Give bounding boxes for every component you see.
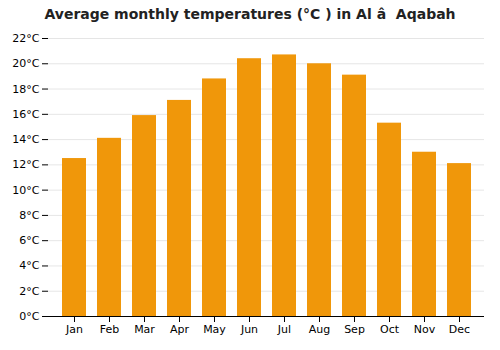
svg-text:May: May <box>203 323 226 336</box>
svg-text:4°C: 4°C <box>19 259 39 272</box>
svg-text:Feb: Feb <box>100 323 119 336</box>
svg-text:Oct: Oct <box>380 323 400 336</box>
svg-text:14°C: 14°C <box>12 133 39 146</box>
svg-text:16°C: 16°C <box>12 108 39 121</box>
svg-text:22°C: 22°C <box>12 32 39 45</box>
svg-text:2°C: 2°C <box>19 285 39 298</box>
html-text:Average monthly temperatures (: Average monthly temperatures (°C ) in Al… <box>44 6 456 22</box>
svg-text:Dec: Dec <box>449 323 470 336</box>
svg-text:Nov: Nov <box>414 323 436 336</box>
svg-text:Sep: Sep <box>344 323 365 336</box>
svg-text:0°C: 0°C <box>19 310 39 323</box>
svg-text:8°C: 8°C <box>19 209 39 222</box>
svg-text:Jun: Jun <box>240 323 258 336</box>
svg-text:Jul: Jul <box>277 323 291 336</box>
svg-text:Mar: Mar <box>134 323 155 336</box>
svg-text:Jan: Jan <box>65 323 83 336</box>
svg-text:20°C: 20°C <box>12 57 39 70</box>
svg-text:Apr: Apr <box>170 323 190 336</box>
svg-text:12°C: 12°C <box>12 158 39 171</box>
svg-text:Aug: Aug <box>309 323 330 336</box>
svg-text:6°C: 6°C <box>19 234 39 247</box>
svg-text:18°C: 18°C <box>12 83 39 96</box>
svg-text:10°C: 10°C <box>12 184 39 197</box>
